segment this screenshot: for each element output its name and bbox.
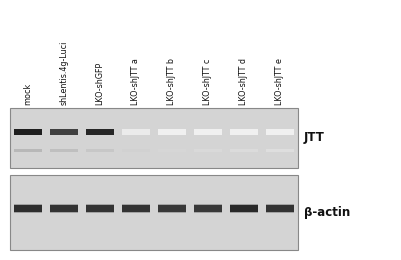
- Bar: [230, 204, 258, 213]
- Bar: [50, 205, 78, 212]
- Bar: [14, 205, 42, 212]
- Bar: [122, 129, 150, 135]
- Bar: [230, 129, 258, 135]
- Bar: [122, 205, 150, 212]
- Bar: [266, 204, 294, 213]
- Bar: [266, 148, 294, 152]
- Text: JTT: JTT: [304, 132, 325, 145]
- Bar: [194, 148, 222, 152]
- Bar: [194, 205, 222, 212]
- Bar: [122, 204, 150, 213]
- Bar: [14, 204, 42, 213]
- Text: LKO-shJTT a: LKO-shJTT a: [132, 58, 140, 105]
- Bar: [194, 204, 222, 213]
- Bar: [50, 148, 78, 152]
- Text: shLentis.4g-Luci: shLentis.4g-Luci: [59, 41, 69, 105]
- Bar: [158, 129, 186, 135]
- Bar: [50, 204, 78, 213]
- Bar: [50, 129, 78, 135]
- Text: LKO-shJTT d: LKO-shJTT d: [239, 58, 249, 105]
- Bar: [14, 129, 42, 135]
- Bar: [86, 205, 113, 212]
- Text: LKO-shJTT b: LKO-shJTT b: [168, 58, 176, 105]
- Bar: [194, 129, 222, 135]
- Bar: [86, 204, 113, 213]
- Text: mock: mock: [24, 83, 32, 105]
- Bar: [14, 148, 42, 152]
- Bar: [266, 129, 294, 135]
- Bar: [230, 148, 258, 152]
- Bar: [266, 205, 294, 212]
- Bar: [158, 148, 186, 152]
- Text: LKO-shJTT c: LKO-shJTT c: [203, 58, 213, 105]
- Bar: [86, 129, 113, 135]
- Bar: [230, 205, 258, 212]
- Bar: [122, 148, 150, 152]
- Text: LKO-shGFP: LKO-shGFP: [95, 62, 105, 105]
- Text: β-actin: β-actin: [304, 206, 350, 219]
- Bar: [158, 204, 186, 213]
- Text: LKO-shJTT e: LKO-shJTT e: [275, 58, 284, 105]
- Bar: [10, 108, 298, 168]
- Bar: [158, 205, 186, 212]
- Bar: [86, 148, 113, 152]
- Bar: [10, 175, 298, 250]
